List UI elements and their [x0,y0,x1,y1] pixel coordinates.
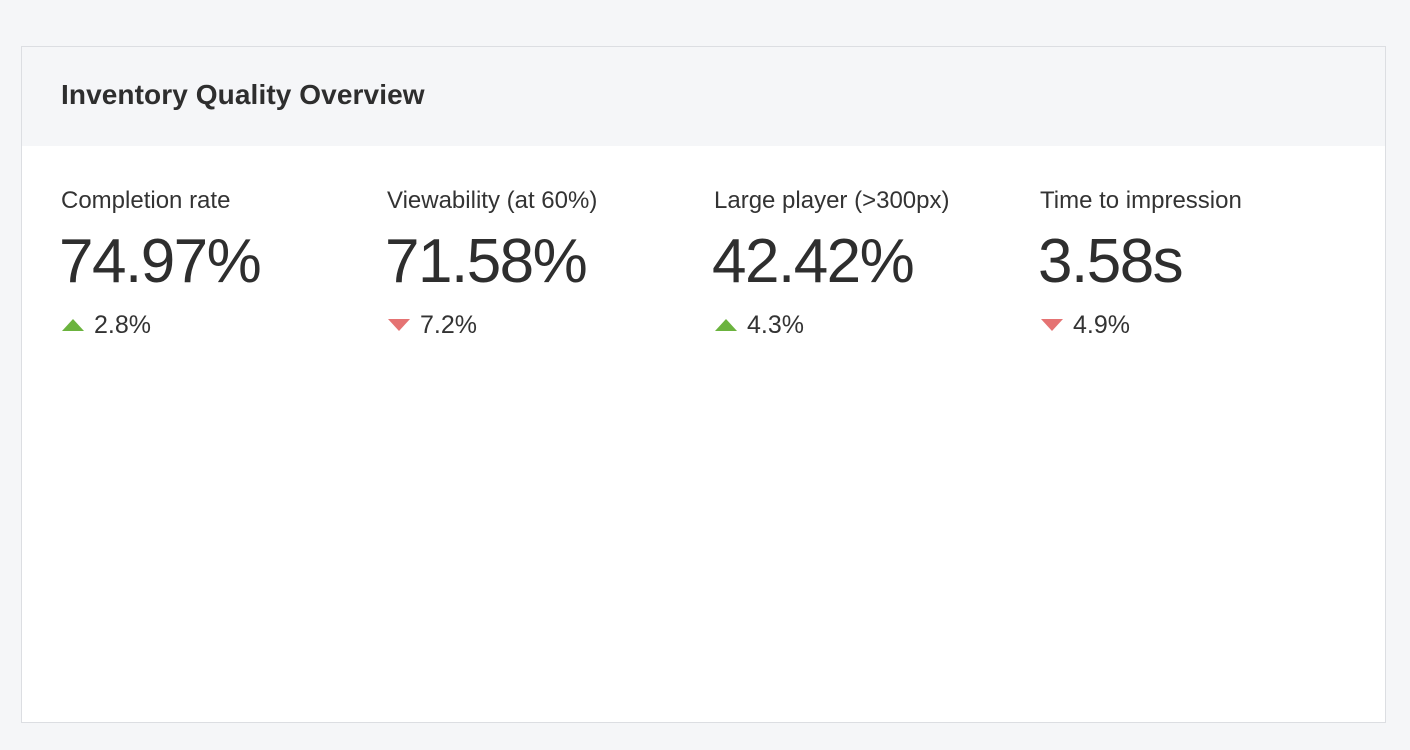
metric-change-value: 2.8% [94,310,151,339]
metrics-row: Completion rate 74.97% 2.8% Viewability … [59,187,1361,357]
metric-label: Completion rate [61,187,231,214]
metric-time-to-impression: Time to impression 3.58s 4.9% [1038,187,1350,357]
metric-change-value: 4.9% [1073,310,1130,339]
metric-change: 2.8% [61,309,151,341]
metric-change: 4.9% [1040,309,1130,341]
inventory-quality-card: Inventory Quality Overview Completion ra… [21,46,1386,723]
metric-viewability: Viewability (at 60%) 71.58% 7.2% [385,187,697,357]
metric-value: 42.42% [712,227,915,296]
metric-label: Viewability (at 60%) [387,187,598,214]
triangle-down-icon [1040,318,1064,332]
metric-label: Large player (>300px) [714,187,950,214]
metric-value: 3.58s [1038,227,1184,296]
metric-value: 74.97% [59,227,262,296]
triangle-up-icon [714,318,738,332]
card-header: Inventory Quality Overview [22,47,1385,146]
triangle-up-icon [61,318,85,332]
card-title: Inventory Quality Overview [61,79,425,110]
metric-change: 7.2% [387,309,477,341]
metric-change-value: 4.3% [747,310,804,339]
metric-change-value: 7.2% [420,310,477,339]
metric-large-player: Large player (>300px) 42.42% 4.3% [712,187,1024,357]
triangle-down-icon [387,318,411,332]
metric-value: 71.58% [385,227,588,296]
metric-label: Time to impression [1040,187,1242,214]
metric-change: 4.3% [714,309,804,341]
metric-completion-rate: Completion rate 74.97% 2.8% [59,187,371,357]
